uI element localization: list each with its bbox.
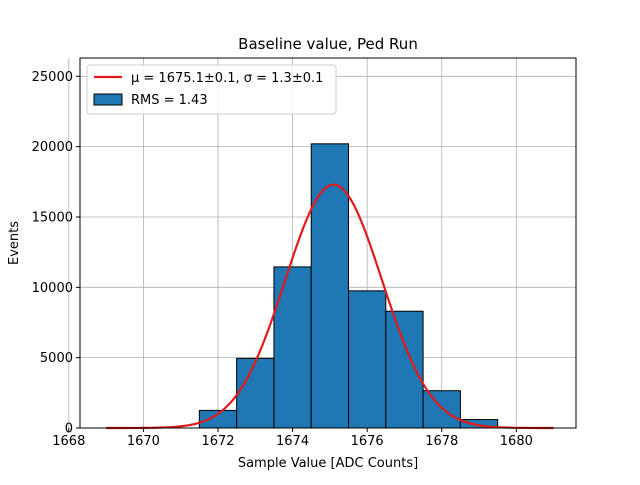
legend-fit-label: μ = 1675.1±0.1, σ = 1.3±0.1 [131,71,323,86]
x-axis-ticks: 1668 1670 1672 1674 1676 1678 1680 [52,428,533,449]
legend-box [86,64,337,115]
histogram-bar [385,310,424,429]
y-axis-label: Events [7,221,22,265]
x-tick-label: 1678 [425,434,458,449]
y-axis-ticks: 0 5000 10000 15000 20000 25000 [32,70,80,437]
legend-rms-label: RMS = 1.43 [131,93,208,108]
gaussian-fit-line [106,183,554,430]
y-tick-label: 5000 [40,351,73,366]
y-tick-label: 10000 [32,281,73,296]
histogram-bar [236,357,275,429]
y-tick-label: 25000 [32,70,73,85]
chart-title: Baseline value, Ped Run [238,35,418,53]
x-tick-label: 1672 [201,434,234,449]
histogram-bar [348,290,387,429]
x-axis-label: Sample Value [ADC Counts] [238,456,418,471]
legend: μ = 1675.1±0.1, σ = 1.3±0.1 RMS = 1.43 [86,64,337,115]
x-tick-label: 1680 [500,434,533,449]
histogram-bar [422,390,461,429]
histogram-bar [273,266,312,429]
y-tick-label: 15000 [32,210,73,225]
histogram-bars [198,143,499,429]
plot-frame [79,57,577,429]
x-tick-label: 1670 [127,434,160,449]
legend-rms-swatch [93,93,123,106]
x-tick-label: 1676 [351,434,384,449]
y-tick-label: 20000 [32,140,73,155]
x-tick-label: 1674 [276,434,309,449]
y-tick-label: 0 [65,422,73,437]
x-tick-label: 1668 [52,434,85,449]
